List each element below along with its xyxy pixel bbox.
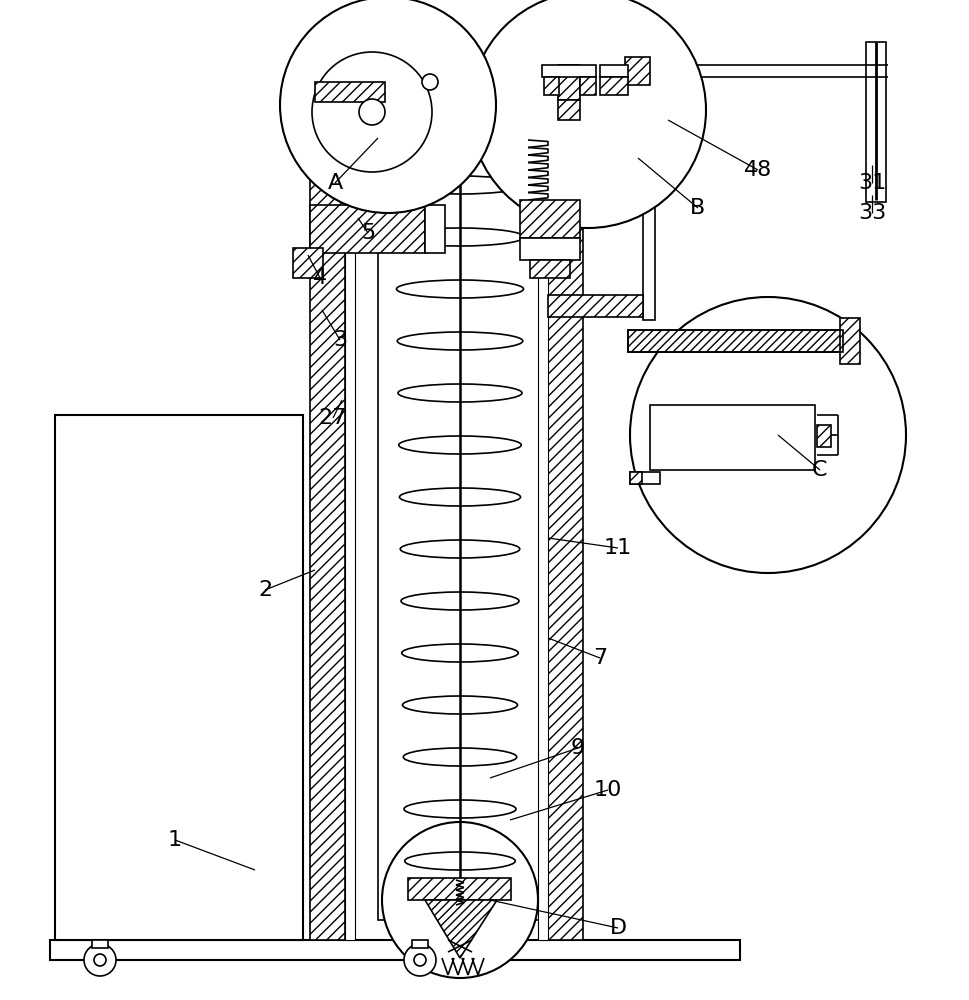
Text: 1: 1	[168, 830, 182, 850]
Bar	[547, 130, 582, 940]
Bar	[408, 878, 511, 900]
Bar	[519, 238, 579, 260]
Bar	[557, 65, 579, 100]
Circle shape	[414, 954, 425, 966]
Text: 48: 48	[743, 160, 771, 180]
Circle shape	[312, 52, 431, 172]
Text: B: B	[690, 198, 704, 218]
Bar	[538, 130, 547, 940]
Bar	[310, 112, 582, 134]
Text: 3: 3	[332, 330, 347, 350]
Bar	[629, 472, 641, 484]
Bar	[600, 77, 627, 95]
Bar	[629, 472, 659, 484]
Bar	[839, 318, 860, 364]
Bar	[642, 130, 654, 320]
Bar	[624, 57, 649, 85]
Bar	[50, 940, 739, 960]
Bar	[547, 295, 642, 317]
Bar	[557, 100, 579, 120]
Text: 33: 33	[857, 203, 886, 223]
Bar	[310, 130, 345, 940]
Bar	[412, 940, 427, 948]
Text: 4: 4	[313, 268, 327, 288]
Circle shape	[382, 822, 538, 978]
Text: 7: 7	[592, 648, 607, 668]
Text: 27: 27	[319, 408, 347, 428]
Text: C: C	[811, 460, 827, 480]
Bar	[345, 130, 355, 940]
Bar	[92, 940, 108, 948]
Text: 10: 10	[593, 780, 621, 800]
Text: 9: 9	[571, 738, 584, 758]
Bar	[293, 248, 323, 278]
Text: A: A	[327, 173, 342, 193]
Bar	[816, 425, 830, 447]
Circle shape	[629, 297, 905, 573]
Bar	[544, 77, 558, 95]
Bar	[519, 200, 579, 238]
Circle shape	[359, 99, 385, 125]
Bar	[600, 65, 627, 77]
Bar	[649, 405, 814, 470]
Circle shape	[470, 0, 705, 228]
Circle shape	[84, 944, 116, 976]
Bar	[865, 42, 885, 202]
Text: 2: 2	[258, 580, 271, 600]
Text: 31: 31	[857, 173, 886, 193]
Bar	[310, 205, 424, 253]
Text: D: D	[609, 918, 626, 938]
Bar	[579, 77, 595, 95]
Text: 5: 5	[360, 223, 375, 243]
Circle shape	[280, 0, 495, 213]
Bar	[529, 260, 570, 278]
Circle shape	[94, 954, 106, 966]
Bar	[542, 65, 595, 77]
Text: 11: 11	[604, 538, 632, 558]
Bar	[424, 205, 445, 253]
Bar	[55, 415, 302, 940]
Circle shape	[422, 74, 438, 90]
Polygon shape	[424, 900, 496, 958]
Circle shape	[403, 944, 435, 976]
Bar	[378, 130, 541, 920]
Bar	[627, 330, 842, 352]
Bar	[627, 330, 842, 352]
Bar	[315, 82, 385, 102]
